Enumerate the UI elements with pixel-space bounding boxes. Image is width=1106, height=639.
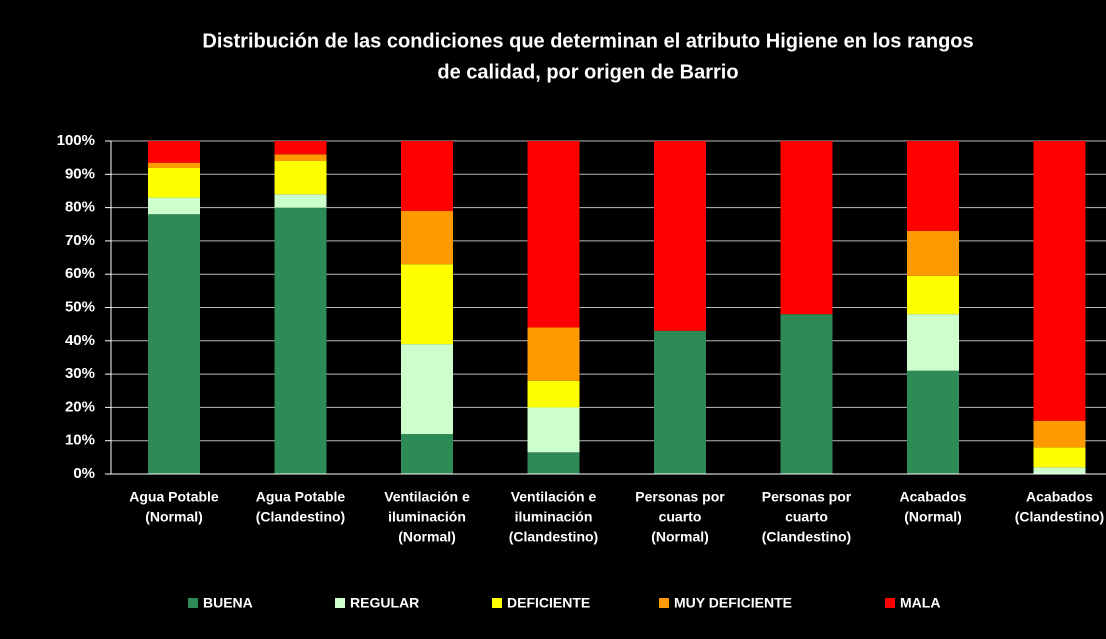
bar-segment (907, 230, 959, 276)
x-tick-label: Agua Potable (129, 489, 219, 505)
chart-title: Distribución de las condiciones que dete… (202, 30, 973, 52)
bar-segment (401, 210, 453, 265)
x-tick-label: Ventilación e (384, 489, 470, 505)
legend-label: DEFICIENTE (507, 595, 590, 611)
x-tick-label: (Normal) (904, 509, 962, 525)
bar-segment (907, 314, 959, 371)
bar-segment (907, 141, 959, 231)
x-tick-label: Agua Potable (256, 489, 346, 505)
bar-segment (527, 452, 580, 474)
legend-label: BUENA (203, 595, 253, 611)
legend-label: REGULAR (350, 595, 419, 611)
bar-segment (907, 370, 959, 474)
x-tick-label: (Normal) (398, 529, 456, 545)
bar-segment (527, 327, 580, 381)
bar-segment (1033, 447, 1086, 468)
bar-segment (274, 154, 327, 161)
y-tick-label: 50% (65, 298, 95, 315)
legend-label: MALA (900, 595, 940, 611)
bar-segment (274, 141, 327, 155)
bar-segment (1033, 141, 1086, 421)
y-tick-label: 60% (65, 265, 95, 282)
bar-segment (274, 160, 327, 195)
bar-segment (148, 214, 200, 474)
bar-segment (148, 197, 200, 215)
legend-label: MUY DEFICIENTE (674, 595, 792, 611)
bar-segment (1033, 467, 1086, 474)
bar-segment (401, 264, 453, 345)
bar-segment (274, 194, 327, 208)
bar-segment (780, 141, 833, 315)
bar-segment (1033, 420, 1086, 448)
y-tick-label: 40% (65, 332, 95, 349)
bar-segment (401, 344, 453, 435)
x-tick-label: (Normal) (651, 529, 709, 545)
y-tick-label: 80% (65, 199, 95, 216)
x-tick-label: iluminación (388, 509, 466, 525)
x-tick-label: (Clandestino) (509, 529, 598, 545)
x-tick-label: (Clandestino) (256, 509, 345, 525)
x-tick-label: Acabados (1026, 489, 1093, 505)
bar-segment (527, 407, 580, 453)
bar-segment (654, 330, 706, 474)
x-tick-label: (Clandestino) (762, 529, 851, 545)
bar-segment (274, 207, 327, 474)
legend-swatch (659, 598, 669, 608)
x-tick-label: Ventilación e (511, 489, 597, 505)
bar-segment (148, 141, 200, 163)
y-tick-label: 90% (65, 165, 95, 182)
bar-segment (401, 434, 453, 474)
y-tick-label: 70% (65, 232, 95, 249)
legend-swatch (492, 598, 502, 608)
bar-segment (527, 380, 580, 408)
x-tick-label: Acabados (900, 489, 967, 505)
bar-segment (907, 275, 959, 315)
bar-segment (780, 314, 833, 474)
bar-segment (401, 141, 453, 211)
y-tick-label: 0% (73, 465, 95, 482)
x-tick-label: cuarto (659, 509, 702, 525)
legend-swatch (335, 598, 345, 608)
y-tick-label: 10% (65, 432, 95, 449)
x-tick-label: iluminación (515, 509, 593, 525)
x-tick-label: Personas por (762, 489, 852, 505)
bar-segment (148, 167, 200, 198)
legend-swatch (885, 598, 895, 608)
x-tick-label: (Normal) (145, 509, 203, 525)
chart-title: de calidad, por origen de Barrio (437, 61, 738, 83)
bar-segment (148, 162, 200, 168)
bar-segment (527, 141, 580, 328)
x-tick-label: (Clandestino) (1015, 509, 1104, 525)
y-tick-label: 30% (65, 365, 95, 382)
y-tick-label: 100% (57, 132, 95, 149)
bar-segment (654, 141, 706, 331)
y-tick-label: 20% (65, 398, 95, 415)
legend-swatch (188, 598, 198, 608)
x-tick-label: Personas por (635, 489, 725, 505)
x-tick-label: cuarto (785, 509, 828, 525)
